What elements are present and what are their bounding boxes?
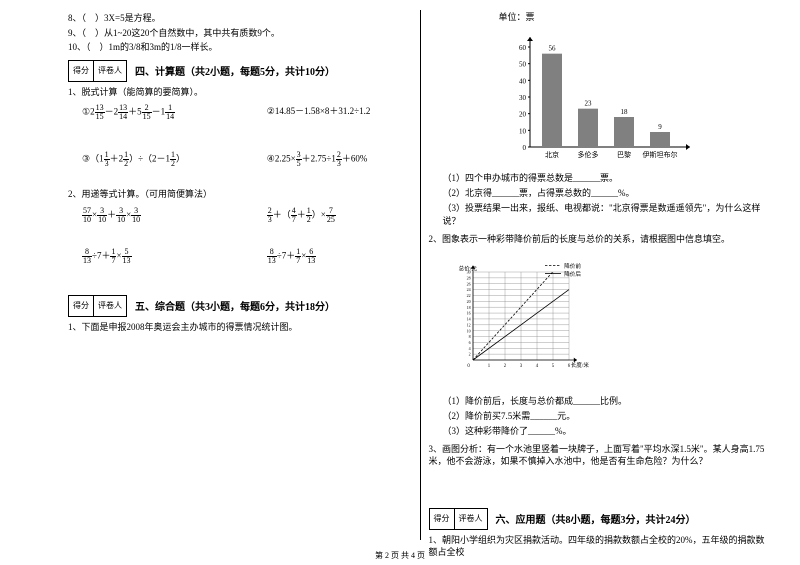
s5-q3: 3、画图分析：有一个水池里竖着一块牌子，上面写着"平均水深1.5米"。某人身高1… <box>429 443 773 468</box>
svg-text:5: 5 <box>551 364 554 369</box>
svg-text:12: 12 <box>466 322 470 327</box>
svg-text:23: 23 <box>585 100 593 108</box>
svg-text:26: 26 <box>466 281 470 286</box>
s5-q1-2: （2）北京得______票，占得票总数的______%。 <box>443 186 773 199</box>
svg-text:0: 0 <box>523 144 527 152</box>
question-9: 9、（ ）从1~20这20个自然数中，其中共有质数9个。 <box>68 27 412 40</box>
s5-q2-1: （1）降价前后，长度与总价都成______比例。 <box>443 394 773 407</box>
svg-text:3: 3 <box>519 364 522 369</box>
chart-unit: 单位：票 <box>499 10 773 23</box>
math-expr-2a: 5710×310＋310×310 <box>82 207 227 224</box>
svg-text:60: 60 <box>519 44 527 52</box>
svg-text:22: 22 <box>466 293 470 298</box>
s4-q1: 1、脱式计算（能简算的要简算）。 <box>68 86 412 99</box>
score-label: 得分 <box>69 296 94 316</box>
svg-text:降价后: 降价后 <box>564 270 581 278</box>
section6-title: 六、应用题（共8小题，每题3分，共计24分） <box>496 511 696 526</box>
math-expr-1b: ②14.85－1.58×8＋31.2÷1.2 <box>267 104 412 121</box>
s5-q1: 1、下面是申报2008年奥运会主办城市的得票情况统计图。 <box>68 321 412 334</box>
svg-text:20: 20 <box>519 111 527 119</box>
svg-text:长度/米: 长度/米 <box>570 361 589 369</box>
svg-text:24: 24 <box>466 287 470 292</box>
line-chart: 12345624681012141618202224262830总价/元长度/米… <box>449 250 609 390</box>
section5-title: 五、综合题（共3小题，每题6分，共计18分） <box>135 298 335 313</box>
svg-text:多伦多: 多伦多 <box>578 150 599 159</box>
svg-text:北京: 北京 <box>545 150 559 159</box>
math-expr-1c: ③（113＋212）÷（2－112） <box>82 151 227 168</box>
svg-text:4: 4 <box>535 364 538 369</box>
grader-label: 评卷人 <box>94 61 126 81</box>
svg-text:8: 8 <box>468 334 470 339</box>
score-label: 得分 <box>69 61 94 81</box>
svg-text:1: 1 <box>487 364 490 369</box>
svg-text:2: 2 <box>503 364 506 369</box>
svg-text:56: 56 <box>549 45 557 53</box>
question-10: 10、（ ）1m的3/8和3m的1/8一样长。 <box>68 41 412 54</box>
bar-chart: 0 10 20 30 40 50 60 56 北京 23 多伦多 18 巴黎 9 伊斯坦布尔 <box>500 27 700 167</box>
svg-text:30: 30 <box>519 94 527 102</box>
s5-q1-1: （1）四个申办城市的得票总数是______票。 <box>443 171 773 184</box>
svg-text:10: 10 <box>466 328 470 333</box>
svg-text:0: 0 <box>467 364 470 369</box>
math-expr-2d: 813÷7＋17×613 <box>267 248 412 265</box>
grader-label: 评卷人 <box>455 509 487 529</box>
svg-text:20: 20 <box>466 299 470 304</box>
svg-text:总价/元: 总价/元 <box>458 264 477 272</box>
score-box: 得分 评卷人 <box>68 60 127 82</box>
math-expr-2c: 813÷7＋17×513 <box>82 248 227 265</box>
s5-q2: 2、图象表示一种彩带降价前后的长度与总价的关系，请根据图中信息填空。 <box>429 233 773 246</box>
math-expr-1a: ①21315－21314＋5215－1114 <box>82 104 227 121</box>
math-expr-2b: 23＋（47＋12）×725 <box>267 207 412 224</box>
svg-text:14: 14 <box>466 316 470 321</box>
section4-title: 四、计算题（共2小题，每题5分，共计10分） <box>135 63 335 78</box>
svg-text:28: 28 <box>466 275 470 280</box>
svg-text:巴黎: 巴黎 <box>617 150 631 159</box>
svg-text:伊斯坦布尔: 伊斯坦布尔 <box>643 150 678 159</box>
s4-q2: 2、用递等式计算。（可用简便算法） <box>68 188 412 201</box>
question-8: 8、（ ）3X=5是方程。 <box>68 12 412 25</box>
score-box-5: 得分 评卷人 <box>68 295 127 317</box>
svg-text:2: 2 <box>468 351 470 356</box>
s5-q2-3: （3）这种彩带降价了______%。 <box>443 424 773 437</box>
svg-text:6: 6 <box>468 340 470 345</box>
svg-text:降价前: 降价前 <box>564 262 581 270</box>
svg-text:50: 50 <box>519 61 527 69</box>
grader-label: 评卷人 <box>94 296 126 316</box>
svg-text:10: 10 <box>519 127 527 135</box>
svg-text:16: 16 <box>466 310 470 315</box>
svg-text:18: 18 <box>621 108 629 116</box>
svg-text:9: 9 <box>659 123 663 131</box>
score-label: 得分 <box>430 509 455 529</box>
s5-q1-3: （3）投票结果一出来，报纸、电视都说："北京得票是数遥遥领先"，为什么这样说？ <box>443 201 773 227</box>
score-box-6: 得分 评卷人 <box>429 508 488 530</box>
math-expr-1d: ④2.25×35＋2.75÷123＋60% <box>267 151 412 168</box>
svg-text:18: 18 <box>466 304 470 309</box>
svg-text:4: 4 <box>468 345 470 350</box>
svg-text:40: 40 <box>519 77 527 85</box>
page-footer: 第 2 页 共 4 页 <box>0 550 800 561</box>
s5-q2-2: （2）降价前买7.5米需______元。 <box>443 409 773 422</box>
